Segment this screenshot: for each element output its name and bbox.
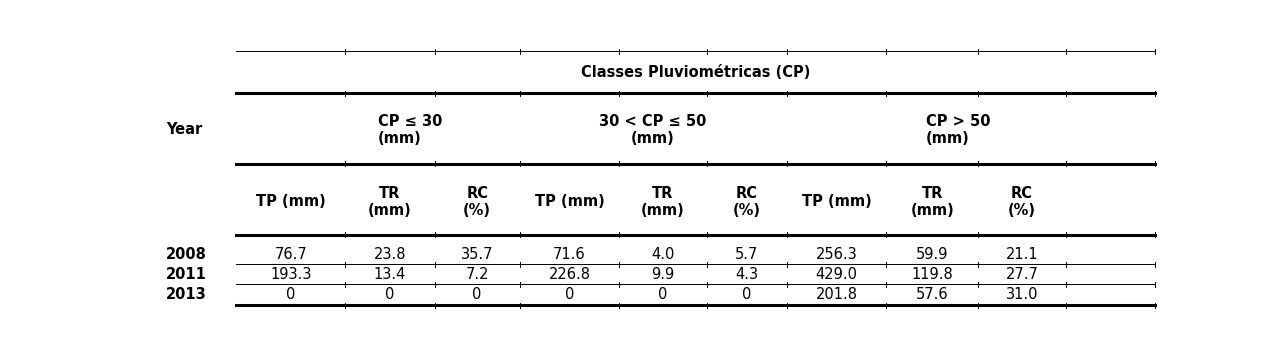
Text: 4.3: 4.3: [736, 267, 759, 282]
Text: 30 < CP ≤ 50
(mm): 30 < CP ≤ 50 (mm): [599, 114, 707, 146]
Text: TP (mm): TP (mm): [801, 194, 872, 209]
Text: Classes Pluviométricas (CP): Classes Pluviométricas (CP): [581, 65, 810, 80]
Text: 256.3: 256.3: [815, 246, 858, 262]
Text: 71.6: 71.6: [553, 246, 585, 262]
Text: 59.9: 59.9: [916, 246, 948, 262]
Text: TP (mm): TP (mm): [256, 194, 325, 209]
Text: 31.0: 31.0: [1006, 287, 1038, 302]
Text: 27.7: 27.7: [1006, 267, 1038, 282]
Text: 0: 0: [472, 287, 482, 302]
Text: 35.7: 35.7: [460, 246, 494, 262]
Text: 193.3: 193.3: [270, 267, 311, 282]
Text: 9.9: 9.9: [652, 267, 675, 282]
Text: 226.8: 226.8: [548, 267, 590, 282]
Text: 7.2: 7.2: [466, 267, 489, 282]
Text: 0: 0: [386, 287, 395, 302]
Text: 5.7: 5.7: [736, 246, 759, 262]
Text: RC
(%): RC (%): [463, 186, 491, 218]
Text: 0: 0: [565, 287, 574, 302]
Text: 4.0: 4.0: [652, 246, 675, 262]
Text: 0: 0: [658, 287, 667, 302]
Text: TR
(mm): TR (mm): [642, 186, 685, 218]
Text: 2013: 2013: [166, 287, 207, 302]
Text: RC
(%): RC (%): [1008, 186, 1035, 218]
Text: TR
(mm): TR (mm): [910, 186, 954, 218]
Text: 119.8: 119.8: [912, 267, 953, 282]
Text: 21.1: 21.1: [1006, 246, 1038, 262]
Text: RC
(%): RC (%): [733, 186, 761, 218]
Text: 76.7: 76.7: [274, 246, 307, 262]
Text: 429.0: 429.0: [815, 267, 858, 282]
Text: 201.8: 201.8: [815, 287, 858, 302]
Text: Year: Year: [166, 122, 202, 137]
Text: 2008: 2008: [166, 246, 207, 262]
Text: 57.6: 57.6: [916, 287, 949, 302]
Text: TP (mm): TP (mm): [535, 194, 604, 209]
Text: 2011: 2011: [166, 267, 207, 282]
Text: TR
(mm): TR (mm): [368, 186, 412, 218]
Text: 0: 0: [742, 287, 751, 302]
Text: 0: 0: [285, 287, 296, 302]
Text: CP ≤ 30
(mm): CP ≤ 30 (mm): [378, 114, 442, 146]
Text: 23.8: 23.8: [374, 246, 406, 262]
Text: 13.4: 13.4: [374, 267, 406, 282]
Text: CP > 50
(mm): CP > 50 (mm): [926, 114, 990, 146]
